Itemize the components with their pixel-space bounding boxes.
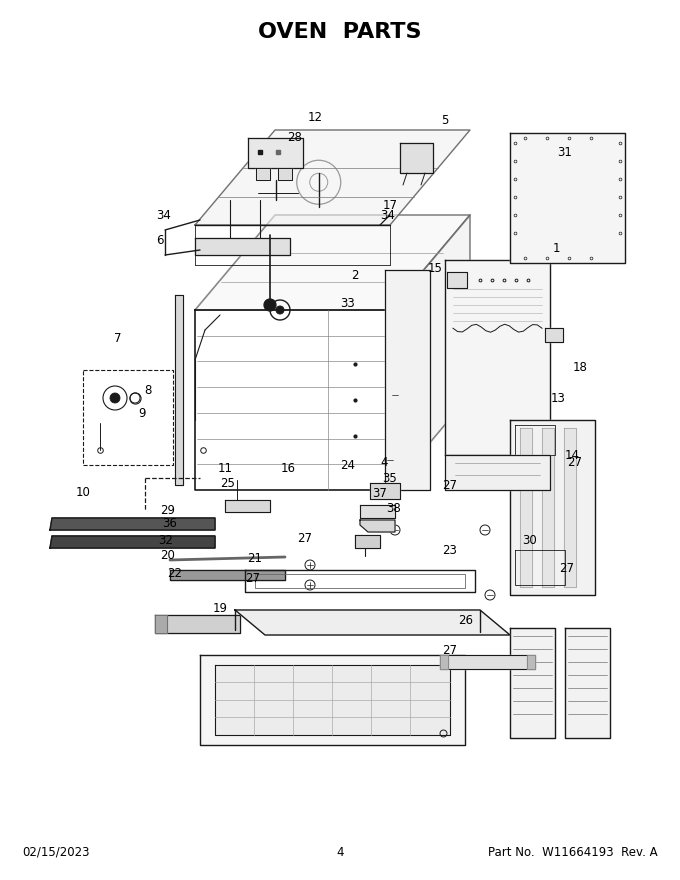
Polygon shape [385, 270, 430, 490]
Text: 2: 2 [352, 268, 359, 282]
Polygon shape [445, 260, 550, 455]
Text: 6: 6 [156, 233, 164, 246]
Text: 4: 4 [336, 846, 344, 859]
Text: 9: 9 [138, 407, 146, 420]
Polygon shape [510, 628, 555, 738]
Text: 34: 34 [156, 209, 171, 222]
Text: 17: 17 [382, 199, 398, 211]
Polygon shape [215, 665, 450, 735]
Text: Part No.  W11664193  Rev. A: Part No. W11664193 Rev. A [488, 846, 658, 859]
Polygon shape [200, 655, 465, 745]
Polygon shape [527, 655, 535, 669]
Text: 22: 22 [167, 567, 182, 580]
Text: 27: 27 [443, 479, 458, 492]
Polygon shape [155, 615, 240, 633]
Polygon shape [155, 615, 167, 633]
Ellipse shape [567, 168, 595, 228]
Text: 30: 30 [523, 533, 537, 546]
Text: 33: 33 [341, 297, 356, 310]
Text: 27: 27 [298, 532, 313, 545]
Text: 12: 12 [307, 111, 322, 123]
Text: 1: 1 [552, 241, 560, 254]
Polygon shape [445, 455, 550, 490]
Text: 28: 28 [288, 130, 303, 143]
Text: 8: 8 [144, 384, 152, 397]
Text: 20: 20 [160, 548, 175, 561]
Polygon shape [195, 238, 290, 255]
Text: 21: 21 [248, 552, 262, 564]
Polygon shape [440, 655, 448, 669]
Text: 27: 27 [443, 643, 458, 656]
Text: 26: 26 [458, 613, 473, 627]
Polygon shape [195, 215, 470, 310]
Text: 36: 36 [163, 517, 177, 530]
Polygon shape [225, 500, 270, 512]
Text: 18: 18 [573, 361, 588, 373]
Text: 19: 19 [212, 602, 228, 614]
Text: 13: 13 [551, 392, 566, 405]
Text: 38: 38 [387, 502, 401, 515]
Text: 34: 34 [381, 209, 396, 222]
Polygon shape [510, 420, 595, 595]
Text: 5: 5 [441, 114, 449, 127]
Polygon shape [50, 536, 215, 548]
Polygon shape [545, 328, 563, 342]
Circle shape [411, 151, 419, 159]
Polygon shape [170, 570, 285, 580]
Polygon shape [510, 133, 625, 263]
Polygon shape [542, 428, 554, 587]
Text: 31: 31 [558, 145, 573, 158]
Polygon shape [175, 295, 183, 485]
Text: 37: 37 [373, 487, 388, 500]
Polygon shape [564, 428, 576, 587]
Text: 10: 10 [75, 486, 90, 498]
Text: 11: 11 [218, 461, 233, 474]
Polygon shape [390, 215, 470, 490]
Polygon shape [360, 505, 395, 518]
Circle shape [110, 393, 120, 403]
Text: 35: 35 [383, 472, 397, 485]
Text: 16: 16 [280, 461, 296, 474]
Text: 02/15/2023: 02/15/2023 [22, 846, 90, 859]
Text: OVEN  PARTS: OVEN PARTS [258, 22, 422, 42]
Text: 15: 15 [428, 261, 443, 275]
Polygon shape [400, 143, 433, 173]
Text: 27: 27 [568, 456, 583, 468]
Polygon shape [256, 168, 270, 180]
Text: 14: 14 [564, 449, 579, 461]
Text: 4: 4 [380, 456, 388, 468]
Polygon shape [278, 168, 292, 180]
Polygon shape [235, 610, 510, 635]
Circle shape [276, 306, 284, 314]
Polygon shape [50, 518, 215, 530]
Text: 29: 29 [160, 503, 175, 517]
Text: 32: 32 [158, 533, 173, 546]
Text: 25: 25 [220, 476, 235, 489]
Text: 23: 23 [443, 544, 458, 556]
Text: 27: 27 [245, 571, 260, 584]
Text: 27: 27 [560, 561, 575, 575]
Polygon shape [248, 138, 303, 168]
Polygon shape [565, 628, 610, 738]
Polygon shape [195, 130, 470, 225]
Polygon shape [360, 520, 395, 532]
Text: 24: 24 [341, 458, 356, 472]
Polygon shape [440, 655, 535, 669]
Text: 7: 7 [114, 332, 122, 344]
Circle shape [264, 299, 276, 311]
Ellipse shape [517, 469, 533, 491]
Polygon shape [520, 428, 532, 587]
Polygon shape [370, 483, 400, 499]
Polygon shape [447, 272, 467, 288]
Polygon shape [355, 535, 380, 548]
